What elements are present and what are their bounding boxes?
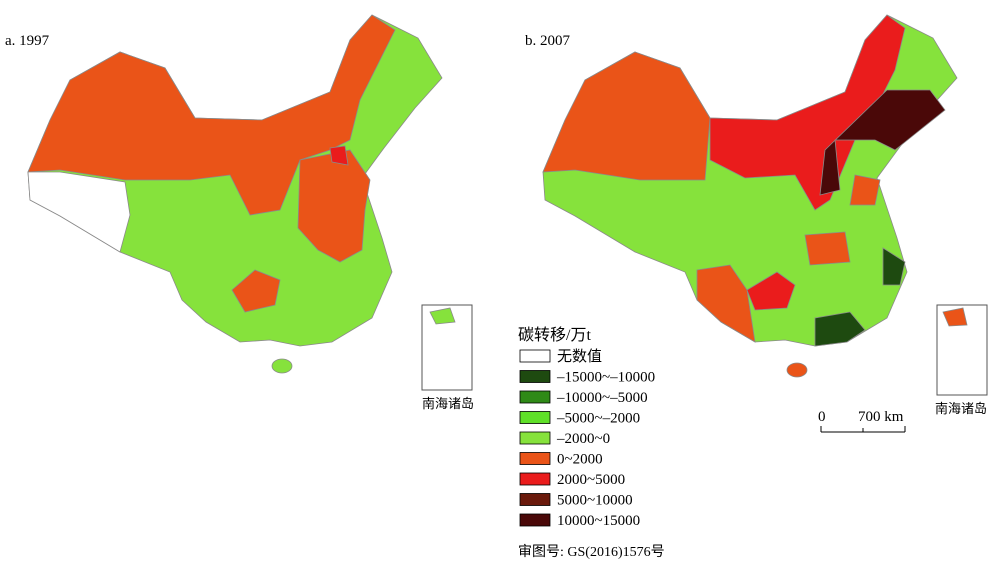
legend-label: –5000~–2000 bbox=[556, 411, 640, 427]
legend-swatch bbox=[519, 390, 551, 404]
legend-label: –10000~–5000 bbox=[556, 390, 648, 406]
region-orange bbox=[231, 269, 281, 313]
map-1997: a. 1997 南海诸岛 bbox=[5, 14, 474, 411]
inset-label: 南海诸岛 bbox=[422, 396, 474, 411]
legend-swatch bbox=[519, 411, 551, 424]
panel-label: b. 2007 bbox=[525, 33, 571, 49]
region-nodata bbox=[27, 171, 131, 253]
legend-swatch bbox=[519, 349, 551, 363]
region-darkred bbox=[819, 89, 946, 196]
region-red bbox=[746, 271, 796, 311]
island bbox=[786, 362, 808, 378]
legend-label: –2000~0 bbox=[556, 431, 610, 447]
region-darkgreen bbox=[882, 247, 906, 286]
legend-label: 5000~10000 bbox=[557, 493, 633, 509]
legend-title: 碳转移/万t bbox=[518, 326, 591, 344]
region-orange bbox=[696, 264, 756, 343]
region-darkgreen bbox=[814, 311, 866, 347]
legend-swatch bbox=[519, 493, 551, 506]
legend-label: 2000~5000 bbox=[557, 472, 625, 488]
legend-label: –15000~–10000 bbox=[556, 370, 655, 386]
scale-label: 700 km bbox=[858, 409, 904, 425]
inset-land bbox=[429, 307, 456, 325]
inset-land bbox=[942, 307, 968, 327]
region-orange bbox=[804, 231, 851, 266]
map-2007: b. 2007 南海诸岛 0 700 km bbox=[525, 14, 988, 433]
region-orange bbox=[542, 51, 711, 181]
scale-label: 0 bbox=[818, 409, 826, 425]
region-orange bbox=[849, 174, 881, 206]
legend-swatch bbox=[519, 370, 551, 383]
island bbox=[271, 358, 293, 374]
panel-label: a. 1997 bbox=[5, 33, 50, 49]
inset-label: 南海诸岛 bbox=[935, 401, 987, 416]
legend-swatch bbox=[519, 431, 551, 445]
approval-number: 审图号: GS(2016)1576号 bbox=[518, 544, 665, 560]
region-red bbox=[329, 145, 349, 166]
region-orange bbox=[27, 14, 396, 216]
legend-swatch bbox=[519, 513, 551, 527]
legend-label: 10000~15000 bbox=[557, 513, 640, 529]
legend: 碳转移/万t 无数值 –15000~–10000 –10000~–5000 –5000… bbox=[518, 326, 655, 529]
legend-swatch bbox=[519, 452, 551, 465]
legend-label: 无数值 bbox=[557, 348, 602, 365]
region-orange bbox=[297, 149, 371, 263]
legend-label: 0~2000 bbox=[557, 452, 603, 468]
legend-swatch bbox=[519, 472, 551, 486]
